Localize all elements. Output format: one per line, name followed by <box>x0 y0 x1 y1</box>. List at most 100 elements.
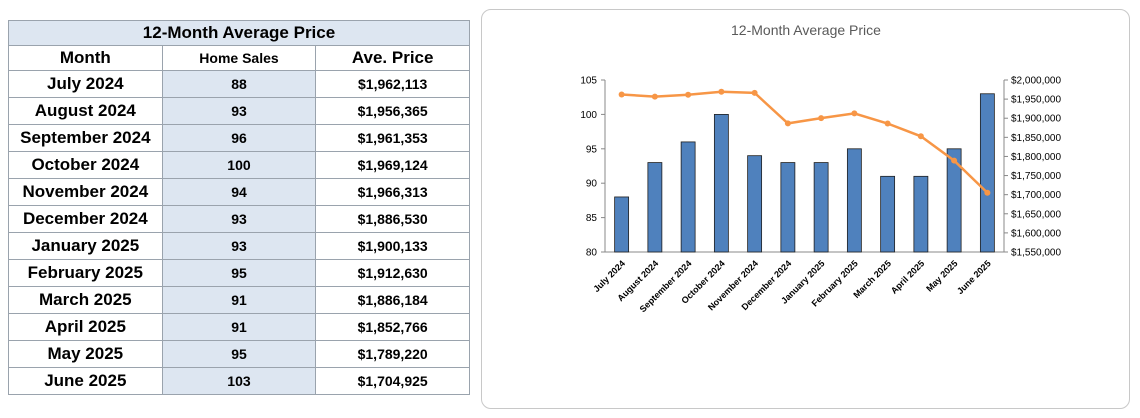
sales-cell: 93 <box>161 97 317 125</box>
month-cell: November 2024 <box>8 178 163 206</box>
combo-chart: 12-Month Average Price 80 85 90 95 100 105 $1,5… <box>580 22 1061 314</box>
month-cell: December 2024 <box>8 205 163 233</box>
sales-cell: 88 <box>161 70 317 98</box>
month-cell: August 2024 <box>8 97 163 125</box>
bar <box>880 175 896 253</box>
price-point <box>884 120 891 127</box>
price-table: 12-Month Average Price Month Home Sales … <box>8 20 470 395</box>
right-tick-label: $2,000,000 <box>1011 76 1061 87</box>
month-cell: October 2024 <box>8 151 163 179</box>
bar <box>813 162 829 253</box>
sales-cell: 91 <box>161 313 317 341</box>
table-row: August 2024 93 $1,956,365 <box>8 97 470 125</box>
bar <box>913 175 929 253</box>
price-point <box>651 93 658 100</box>
table-row: September 2024 96 $1,961,353 <box>8 124 470 152</box>
price-point <box>784 120 791 127</box>
price-cell: $1,969,124 <box>315 151 470 179</box>
right-tick-label: $1,550,000 <box>1011 248 1061 259</box>
right-tick-label: $1,800,000 <box>1011 152 1061 163</box>
price-cell: $1,956,365 <box>315 97 470 125</box>
right-tick-label: $1,850,000 <box>1011 133 1061 144</box>
sales-cell: 103 <box>161 367 317 395</box>
table-title: 12-Month Average Price <box>8 20 470 46</box>
right-tick-label: $1,700,000 <box>1011 190 1061 201</box>
table-row: November 2024 94 $1,966,313 <box>8 178 470 206</box>
chart-title: 12-Month Average Price <box>731 22 881 38</box>
price-cell: $1,886,530 <box>315 205 470 233</box>
price-cell: $1,900,133 <box>315 232 470 260</box>
left-tick-label: 80 <box>586 248 598 259</box>
bar <box>614 196 630 253</box>
price-cell: $1,912,630 <box>315 259 470 287</box>
sales-cell: 94 <box>161 178 317 206</box>
table-row: June 2025 103 $1,704,925 <box>8 367 470 395</box>
price-point <box>618 91 625 98</box>
price-point <box>984 189 991 196</box>
table-row: February 2025 95 $1,912,630 <box>8 259 470 287</box>
left-tick-label: 85 <box>586 213 598 224</box>
right-tick-label: $1,950,000 <box>1011 95 1061 106</box>
price-point <box>818 115 825 122</box>
month-cell: April 2025 <box>8 313 163 341</box>
bar <box>680 141 696 253</box>
sales-cell: 100 <box>161 151 317 179</box>
bar <box>846 148 862 253</box>
price-cell: $1,962,113 <box>315 70 470 98</box>
price-point <box>751 89 758 96</box>
sales-cell: 95 <box>161 340 317 368</box>
table-row: October 2024 100 $1,969,124 <box>8 151 470 179</box>
month-cell: July 2024 <box>8 70 163 98</box>
sales-cell: 91 <box>161 286 317 314</box>
left-tick-label: 105 <box>580 76 597 87</box>
price-point <box>718 88 725 95</box>
price-cell: $1,966,313 <box>315 178 470 206</box>
bar <box>979 93 995 253</box>
category-label: June 2025 <box>955 258 993 296</box>
table-row: December 2024 93 $1,886,530 <box>8 205 470 233</box>
category-label: May 2025 <box>924 258 959 293</box>
home-sales-header: Home Sales <box>161 45 317 71</box>
bar <box>780 162 796 253</box>
price-cell: $1,961,353 <box>315 124 470 152</box>
month-cell: June 2025 <box>8 367 163 395</box>
right-tick-label: $1,600,000 <box>1011 228 1061 239</box>
sales-cell: 95 <box>161 259 317 287</box>
month-cell: September 2024 <box>8 124 163 152</box>
ave-price-header: Ave. Price <box>315 45 470 71</box>
price-point <box>951 157 958 164</box>
chart-panel: 12-Month Average Price 80 85 90 95 100 105 $1,5… <box>481 9 1130 409</box>
sales-cell: 96 <box>161 124 317 152</box>
price-point <box>685 91 692 98</box>
table-row: July 2024 88 $1,962,113 <box>8 70 470 98</box>
month-cell: January 2025 <box>8 232 163 260</box>
right-tick-label: $1,750,000 <box>1011 171 1061 182</box>
left-tick-label: 95 <box>586 144 598 155</box>
category-label: April 2025 <box>889 258 926 295</box>
price-line <box>621 90 989 194</box>
right-tick-label: $1,900,000 <box>1011 114 1061 125</box>
left-tick-label: 100 <box>580 110 597 121</box>
sales-cell: 93 <box>161 205 317 233</box>
price-cell: $1,886,184 <box>315 286 470 314</box>
table-row: April 2025 91 $1,852,766 <box>8 313 470 341</box>
table-row: January 2025 93 $1,900,133 <box>8 232 470 260</box>
bar <box>747 155 763 253</box>
bar <box>946 148 962 253</box>
month-cell: February 2025 <box>8 259 163 287</box>
month-header: Month <box>8 45 163 71</box>
price-point <box>851 110 858 117</box>
price-cell: $1,704,925 <box>315 367 470 395</box>
table-row: May 2025 95 $1,789,220 <box>8 340 470 368</box>
price-point <box>917 133 924 140</box>
sales-cell: 93 <box>161 232 317 260</box>
right-tick-label: $1,650,000 <box>1011 209 1061 220</box>
price-cell: $1,852,766 <box>315 313 470 341</box>
month-cell: March 2025 <box>8 286 163 314</box>
bar <box>647 162 663 253</box>
bar <box>713 114 729 253</box>
price-cell: $1,789,220 <box>315 340 470 368</box>
left-tick-label: 90 <box>586 179 598 190</box>
table-row: March 2025 91 $1,886,184 <box>8 286 470 314</box>
month-cell: May 2025 <box>8 340 163 368</box>
